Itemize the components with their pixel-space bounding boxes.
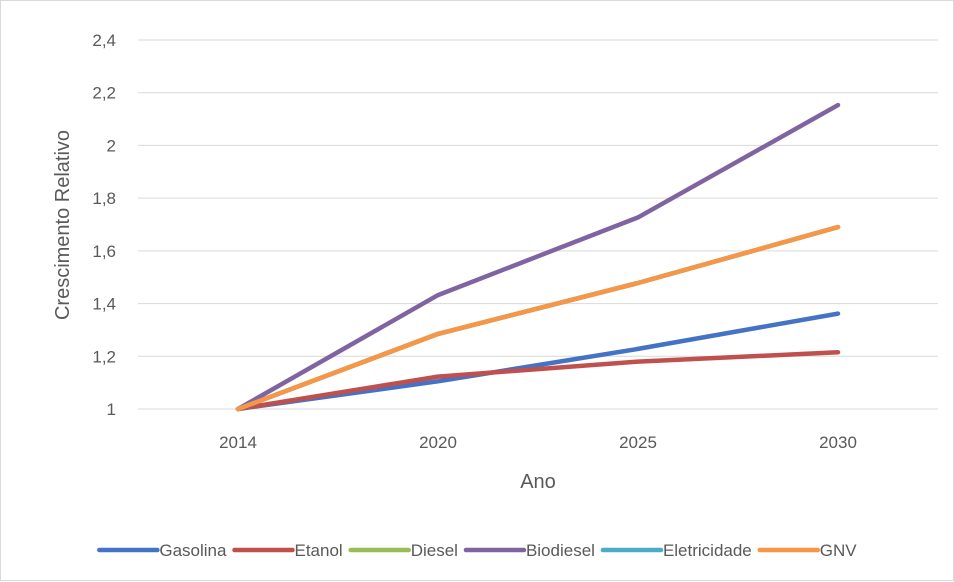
legend-label-etanol: Etanol [294,541,342,560]
legend-label-biodiesel: Biodiesel [526,541,595,560]
y-tick-label: 2 [107,136,116,155]
y-tick-label: 1 [107,400,116,419]
series-lines [235,102,841,412]
y-tick-label: 2,4 [92,31,116,50]
y-tick-labels: 1 1,2 1,4 1,6 1,8 2 2,2 2,4 [92,31,116,419]
x-tick-label: 2014 [219,433,257,452]
x-tick-label: 2030 [819,433,857,452]
series-line-gasolina [235,311,841,412]
y-tick-label: 1,6 [92,242,116,261]
y-tick-label: 1,4 [92,295,116,314]
series-line-etanol [235,350,841,412]
legend: Gasolina Etanol Diesel Biodiesel Eletricidad… [97,541,858,560]
legend-label-eletricidade: Eletricidade [663,541,752,560]
legend-label-gnv: GNV [820,541,858,560]
legend-label-gasolina: Gasolina [159,541,227,560]
legend-label-diesel: Diesel [411,541,458,560]
y-tick-label: 2,2 [92,84,116,103]
y-tick-label: 1,2 [92,347,116,366]
gridlines [138,39,938,410]
x-tick-label: 2025 [619,433,657,452]
x-tick-labels: 2014 2020 2025 2030 [219,433,857,452]
y-tick-label: 1,8 [92,189,116,208]
y-axis-title: Crescimento Relativo [52,130,74,320]
series-line-biodiesel [235,102,841,412]
series-line-gnv [235,224,841,412]
x-axis-title: Ano [520,471,556,493]
x-tick-label: 2020 [419,433,457,452]
